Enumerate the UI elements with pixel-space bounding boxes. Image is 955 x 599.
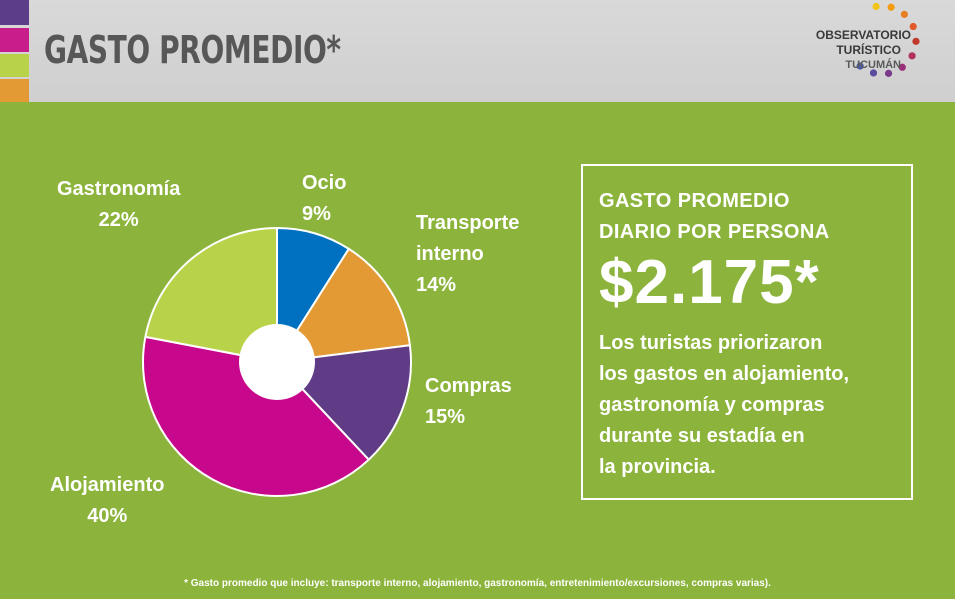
strip-orange: [0, 79, 29, 102]
slice-gastronomia: [144, 226, 278, 364]
donut-hole: [239, 324, 315, 400]
info-heading-line1: GASTO PROMEDIO: [599, 190, 790, 212]
footnote: * Gasto promedio que incluye: transporte…: [184, 578, 771, 589]
logo-dot: [884, 69, 893, 77]
label-alojamiento-name: Alojamiento: [50, 474, 165, 496]
slice-alojamiento: [142, 335, 371, 497]
label-gastronomia-pct: 22%: [98, 209, 139, 231]
logo-dot: [869, 69, 878, 77]
color-strip: [0, 0, 29, 102]
logo-text: OBSERVATORIO TURÍSTICO TUCUMÁN: [816, 28, 911, 73]
strip-lime: [0, 54, 29, 77]
info-text: Los turistas priorizaron los gastos en a…: [599, 328, 909, 483]
pie-chart: [142, 226, 412, 497]
strip-purple: [0, 0, 29, 25]
logo-dot: [900, 10, 908, 18]
label-gastronomia: Gastronomía 22%: [57, 174, 180, 236]
label-ocio-pct: 9%: [302, 203, 331, 225]
logo-line-2: TURÍSTICO: [836, 43, 901, 57]
info-text-line: la provincia.: [599, 456, 716, 478]
logo-dot: [872, 2, 880, 11]
info-heading: GASTO PROMEDIO DIARIO POR PERSONA: [599, 186, 899, 248]
header-bar: GASTO PROMEDIO* OBSERVATORIO TURÍSTICO T…: [0, 0, 955, 102]
strip-magenta: [0, 28, 29, 52]
label-alojamiento: Alojamiento 40%: [50, 470, 164, 532]
logo-dot: [898, 63, 906, 71]
label-transporte-line2: interno: [416, 243, 484, 265]
info-text-line: los gastos en alojamiento,: [599, 363, 850, 385]
label-compras-name: Compras: [425, 375, 512, 397]
label-compras-pct: 15%: [425, 406, 466, 428]
info-heading-line2: DIARIO POR PERSONA: [599, 221, 830, 243]
info-text-line: gastronomía y compras: [599, 394, 825, 416]
logo-line-3: TUCUMÁN: [845, 59, 901, 71]
slice-transporte: [275, 247, 412, 364]
label-ocio: Ocio 9%: [302, 168, 346, 230]
label-alojamiento-pct: 40%: [87, 505, 128, 527]
info-text-line: durante su estadía en: [599, 425, 805, 447]
page-title: GASTO PROMEDIO*: [44, 28, 341, 72]
info-amount: $2.175*: [599, 248, 820, 317]
logo-dot: [908, 52, 916, 60]
label-ocio-name: Ocio: [302, 172, 347, 194]
label-gastronomia-name: Gastronomía: [57, 178, 181, 200]
logo-dot: [856, 62, 864, 70]
logo-dot: [909, 22, 917, 31]
label-compras: Compras 15%: [425, 371, 512, 433]
logo-dot: [912, 37, 920, 45]
observatorio-logo: OBSERVATORIO TURÍSTICO TUCUMÁN: [790, 0, 955, 102]
label-transporte: Transporte interno 14%: [416, 208, 519, 301]
label-transporte-pct: 14%: [416, 274, 457, 296]
info-text-line: Los turistas priorizaron: [599, 332, 823, 354]
label-transporte-line1: Transporte: [416, 212, 520, 234]
info-box: GASTO PROMEDIO DIARIO POR PERSONA $2.175…: [581, 164, 913, 500]
logo-dot: [887, 3, 895, 11]
logo-line-1: OBSERVATORIO: [815, 28, 911, 42]
dotted-arc-logo-icon: [856, 2, 920, 77]
